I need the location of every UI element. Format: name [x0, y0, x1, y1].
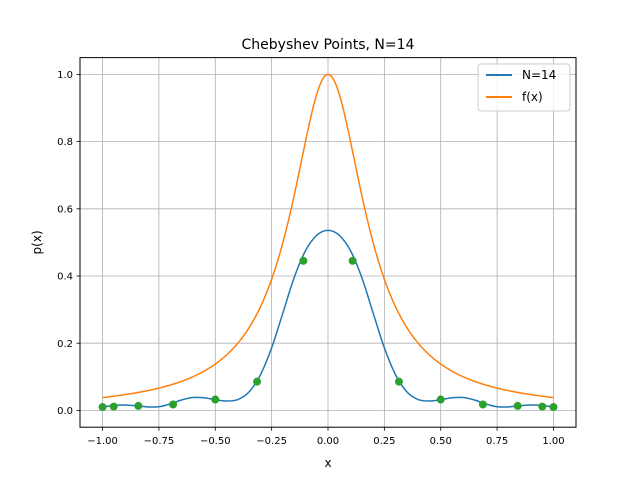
x-tick-label: −0.75 [144, 436, 175, 447]
chebyshev-point [134, 401, 143, 410]
y-axis-label: p(x) [30, 230, 44, 254]
y-tick-label: 0.0 [57, 406, 73, 417]
chebyshev-point [549, 403, 558, 412]
y-tick-label: 0.4 [57, 272, 73, 283]
chebyshev-point [253, 377, 262, 386]
y-tick-label: 0.2 [57, 339, 73, 350]
chebyshev-point [299, 256, 308, 265]
chebyshev-point [109, 402, 118, 411]
chebyshev-point [436, 395, 445, 404]
x-tick-label: 0.00 [317, 436, 339, 447]
series-line-n14 [102, 229, 554, 408]
chebyshev-point [169, 400, 178, 409]
chebyshev-point [211, 395, 220, 404]
x-tick-label: 0.50 [430, 436, 452, 447]
legend: N=14 f(x) [477, 63, 571, 112]
series-layer [102, 73, 554, 408]
series-line-fx [102, 73, 554, 399]
chebyshev-point [538, 402, 547, 411]
y-tick-label: 1.0 [57, 70, 73, 81]
axis-ticks: −1.00 −0.75 −0.50 −0.25 0.00 0.25 0.50 0.75 1.00… [57, 70, 564, 447]
x-tick-label: −0.25 [256, 436, 287, 447]
chebyshev-point [348, 256, 357, 265]
x-tick-label: −0.50 [200, 436, 231, 447]
chebyshev-point [478, 400, 487, 409]
x-tick-label: 0.25 [373, 436, 395, 447]
y-tick-label: 0.6 [57, 204, 73, 215]
chebyshev-points [98, 256, 558, 412]
x-tick-label: 1.00 [542, 436, 564, 447]
y-tick-label: 0.8 [57, 137, 73, 148]
chebyshev-point [98, 403, 107, 412]
chart-title: Chebyshev Points, N=14 [242, 37, 415, 53]
legend-label-n14: N=14 [522, 68, 556, 82]
x-axis-label: x [324, 456, 331, 470]
x-tick-label: 0.75 [486, 436, 508, 447]
chebyshev-point [513, 401, 522, 410]
chebyshev-point [394, 377, 403, 386]
legend-label-fx: f(x) [522, 90, 543, 104]
x-tick-label: −1.00 [87, 436, 118, 447]
